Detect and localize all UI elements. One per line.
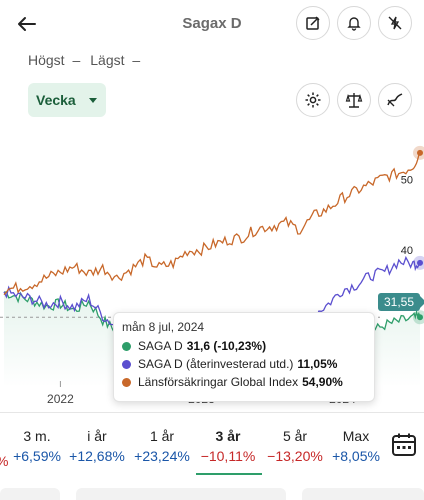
period-change: −10,11% xyxy=(200,448,256,464)
series-dot xyxy=(122,341,131,351)
period-label: 1 år xyxy=(149,428,175,444)
compare-button[interactable] xyxy=(337,83,371,117)
period-change: −13,20% xyxy=(267,448,323,464)
y-tick-label: 40 xyxy=(401,245,413,257)
notification-off-button[interactable] xyxy=(378,6,412,40)
top-bar: Sagax D xyxy=(0,0,424,50)
bottom-card xyxy=(302,488,424,500)
period-cut-left-marker: % xyxy=(0,453,8,469)
tooltip-label: Länsförsäkringar Global Index xyxy=(138,375,299,389)
compare-scale-icon xyxy=(345,93,363,108)
low-label: Lägst xyxy=(90,52,125,68)
interval-value: Vecka xyxy=(36,92,76,108)
series-dot xyxy=(122,359,131,369)
page-title: Sagax D xyxy=(182,15,242,32)
tooltip-value: 54,90% xyxy=(302,375,343,389)
back-button[interactable] xyxy=(10,10,42,38)
period-label: i år xyxy=(87,428,107,444)
bottom-card xyxy=(0,488,60,500)
low-stat: Lägst – xyxy=(90,52,140,68)
high-label: Högst xyxy=(28,52,65,68)
tooltip-label: SAGA D (återinvesterad utd.) xyxy=(138,357,294,371)
calendar-button[interactable] xyxy=(391,432,417,458)
tab-ytd[interactable]: i år +12,68% xyxy=(66,420,128,464)
period-change: +8,05% xyxy=(332,448,380,464)
tooltip-row: SAGA D 31,6 (-10,23%) xyxy=(122,339,366,353)
period-label: 3 m. xyxy=(23,428,51,444)
series-dot xyxy=(122,377,131,387)
bell-icon xyxy=(347,17,361,31)
alert-button[interactable] xyxy=(337,6,371,40)
chevron-down-icon xyxy=(89,98,97,103)
series-end-point xyxy=(417,149,423,156)
series-line-3 xyxy=(3,152,421,296)
period-label: 3 år xyxy=(215,428,241,444)
tooltip-row: SAGA D (återinvesterad utd.) 11,05% xyxy=(122,357,366,371)
active-tab-indicator xyxy=(196,473,262,475)
chart-tooltip: mån 8 jul, 2024 SAGA D 31,6 (-10,23%) SA… xyxy=(113,312,375,402)
high-low-row: Högst – Lägst – xyxy=(28,52,140,68)
high-stat: Högst – xyxy=(28,52,80,68)
chart-line-icon xyxy=(387,93,403,107)
back-arrow-icon xyxy=(18,17,36,31)
edit-button[interactable] xyxy=(296,6,330,40)
tab-1y[interactable]: 1 år +23,24% xyxy=(131,420,193,464)
chart-settings-button[interactable] xyxy=(296,83,330,117)
edit-icon xyxy=(306,16,320,30)
period-tabs: % 3 m. +6,59% i år +12,68% 1 år +23,24% … xyxy=(0,420,392,480)
divider xyxy=(0,412,424,413)
bottom-card xyxy=(76,488,286,500)
current-price-tag: 31,55 xyxy=(378,293,424,311)
period-label: 5 år xyxy=(282,428,308,444)
series-end-point xyxy=(417,314,423,321)
tab-5y[interactable]: 5 år −13,20% xyxy=(264,420,326,464)
x-tick-label: 2022 xyxy=(47,392,74,406)
period-change: +23,24% xyxy=(134,448,190,464)
high-value: – xyxy=(72,52,81,68)
tooltip-date: mån 8 jul, 2024 xyxy=(122,320,205,334)
settings-icon xyxy=(305,92,321,108)
tooltip-value: 31,6 (-10,23%) xyxy=(186,339,267,353)
interval-dropdown[interactable]: Vecka xyxy=(28,83,106,117)
series-end-point xyxy=(417,259,423,266)
tooltip-row: Länsförsäkringar Global Index 54,90% xyxy=(122,375,366,389)
period-label: Max xyxy=(342,428,370,444)
tooltip-label: SAGA D xyxy=(138,339,183,353)
low-value: – xyxy=(132,52,141,68)
tab-3m[interactable]: 3 m. +6,59% xyxy=(6,420,68,464)
calendar-icon xyxy=(392,433,416,456)
tab-max[interactable]: Max +8,05% xyxy=(325,420,387,464)
notification-off-icon xyxy=(388,16,402,30)
tooltip-value: 11,05% xyxy=(297,357,338,371)
tab-3y[interactable]: 3 år −10,11% xyxy=(197,420,259,464)
y-tick-label: 50 xyxy=(401,174,413,186)
period-change: +6,59% xyxy=(13,448,61,464)
period-change: +12,68% xyxy=(69,448,125,464)
chart-type-button[interactable] xyxy=(378,83,412,117)
